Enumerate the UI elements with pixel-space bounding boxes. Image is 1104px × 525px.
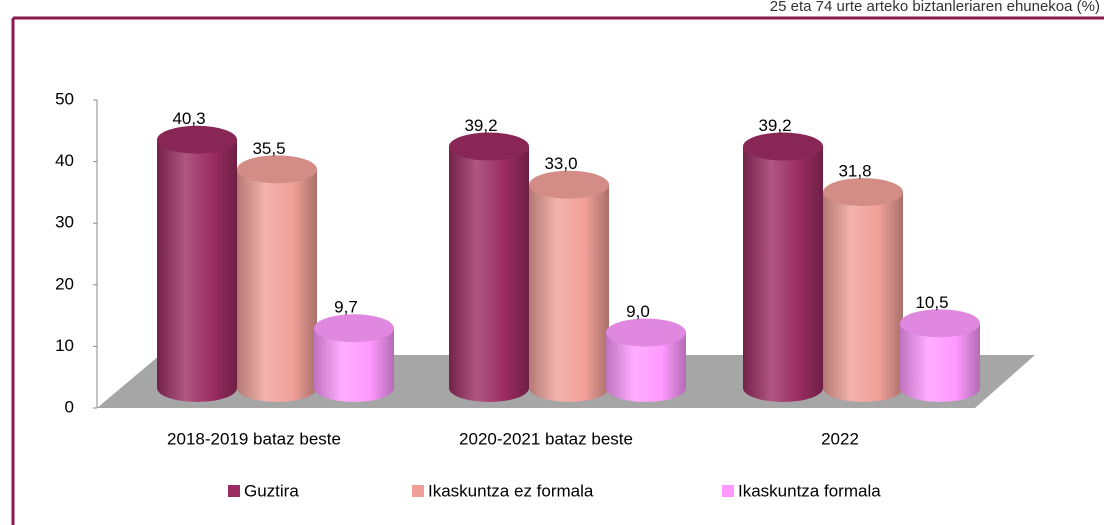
bar-top [157, 125, 237, 154]
bar [606, 332, 686, 402]
chart-title: 25 eta 74 urte arteko biztanleriaren ehu… [770, 0, 1100, 15]
y-tick-label: 10 [55, 336, 74, 355]
bar-top [237, 155, 317, 184]
bar [157, 139, 237, 402]
x-tick-label: 2020-2021 bataz beste [459, 429, 633, 448]
bar-top [314, 314, 394, 343]
legend-swatch [228, 485, 240, 497]
data-label: 35,5 [252, 139, 285, 158]
bar [743, 146, 823, 402]
bar-top [823, 178, 903, 207]
legend-swatch [722, 485, 734, 497]
y-tick-label: 0 [65, 397, 74, 416]
bar-top [449, 132, 529, 161]
data-label: 33,0 [544, 154, 577, 173]
bar-top [900, 309, 980, 338]
legend-swatch [412, 485, 424, 497]
x-tick-label: 2022 [821, 429, 859, 448]
y-tick-label: 30 [55, 213, 74, 232]
legend-label: Ikaskuntza formala [738, 481, 881, 500]
data-label: 39,2 [464, 116, 497, 135]
legend-label: Ikaskuntza ez formala [428, 481, 594, 500]
data-label: 9,7 [334, 298, 358, 317]
bar [314, 328, 394, 402]
bar-top [743, 132, 823, 161]
y-tick-label: 40 [55, 151, 74, 170]
data-label: 40,3 [172, 109, 205, 128]
legend-label: Guztira [244, 481, 299, 500]
bar [900, 323, 980, 402]
bar [449, 146, 529, 402]
y-tick-label: 20 [55, 274, 74, 293]
bar [237, 169, 317, 402]
data-label: 9,0 [626, 302, 650, 321]
bar [823, 192, 903, 402]
bar-top [529, 170, 609, 199]
bar-top [606, 318, 686, 347]
data-label: 10,5 [915, 293, 948, 312]
x-tick-label: 2018-2019 bataz beste [167, 429, 341, 448]
bar [529, 184, 609, 402]
y-tick-label: 50 [55, 89, 74, 108]
data-label: 39,2 [758, 116, 791, 135]
data-label: 31,8 [838, 162, 871, 181]
